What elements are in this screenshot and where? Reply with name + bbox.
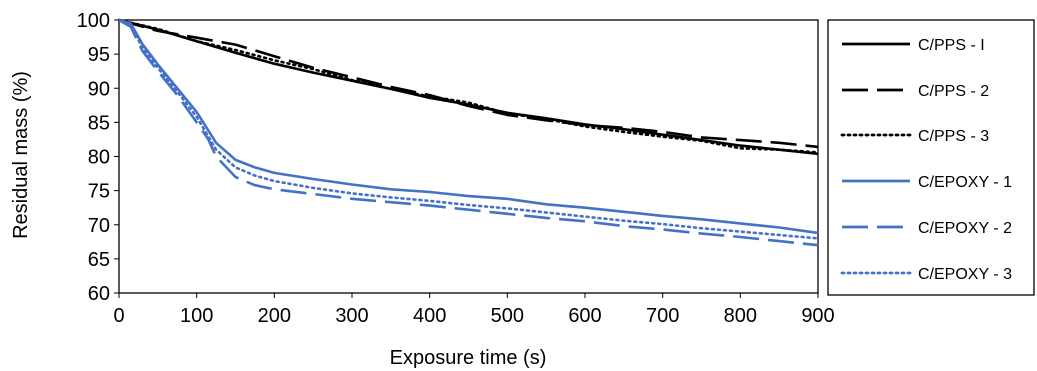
x-tick-label: 500 [491, 305, 524, 327]
series-line-1 [118, 18, 819, 156]
series-line-2 [118, 18, 819, 149]
x-tick-label: 900 [801, 305, 834, 327]
legend-label-6: C/EPOXY - 3 [918, 266, 1012, 283]
legend-label-3: C/PPS - 3 [918, 128, 989, 145]
series-line-4 [118, 18, 819, 235]
x-tick-label: 700 [646, 305, 679, 327]
x-tick-label: 600 [568, 305, 601, 327]
y-tick-label: 65 [88, 249, 110, 271]
series-line-3 [117, 18, 820, 154]
legend-box [827, 19, 1035, 296]
legend-label-5: C/EPOXY - 2 [918, 220, 1012, 237]
x-tick-label: 0 [113, 305, 124, 327]
x-tick-label: 800 [724, 305, 757, 327]
x-tick-label: 100 [180, 305, 213, 327]
series-line-5 [118, 18, 819, 247]
y-tick-label: 85 [88, 112, 110, 134]
y-tick-label: 80 [88, 147, 110, 169]
y-tick-label: 75 [88, 181, 110, 203]
series-line-6 [117, 18, 820, 240]
x-tick-label: 200 [258, 305, 291, 327]
x-axis-title: Exposure time (s) [390, 347, 547, 369]
y-axis-title: Residual mass (%) [10, 71, 32, 239]
y-tick-label: 95 [88, 44, 110, 66]
y-tick-label: 60 [88, 283, 110, 305]
y-tick-label: 90 [88, 78, 110, 100]
legend-label-2: C/PPS - 2 [918, 83, 989, 100]
x-tick-label: 300 [335, 305, 368, 327]
legend-label-4: C/EPOXY - 1 [918, 174, 1012, 191]
series-lines [117, 18, 820, 247]
x-tick-label: 400 [413, 305, 446, 327]
y-tick-label: 100 [77, 10, 110, 32]
legend: C/PPS - I C/PPS - 2 C/PPS - 3 C/EPOXY - 1 C/… [827, 19, 1035, 296]
y-tick-label: 70 [88, 215, 110, 237]
legend-label-1: C/PPS - I [918, 37, 985, 54]
axes: 0 100 200 300 400 500 600 700 800 900 60 65 70 75 80 85… [77, 10, 835, 327]
